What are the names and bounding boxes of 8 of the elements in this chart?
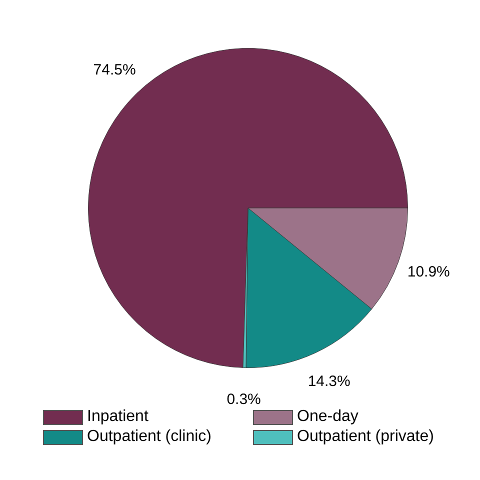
legend-label: Outpatient (clinic) xyxy=(87,428,212,446)
legend-label: One-day xyxy=(297,408,358,426)
data-label: 10.9% xyxy=(407,264,450,281)
data-label: 14.3% xyxy=(308,372,350,390)
legend-label: Outpatient (private) xyxy=(297,428,434,446)
data-label: 0.3% xyxy=(226,390,261,408)
legend-label: Inpatient xyxy=(87,408,148,426)
data-label: 74.5% xyxy=(93,61,136,78)
